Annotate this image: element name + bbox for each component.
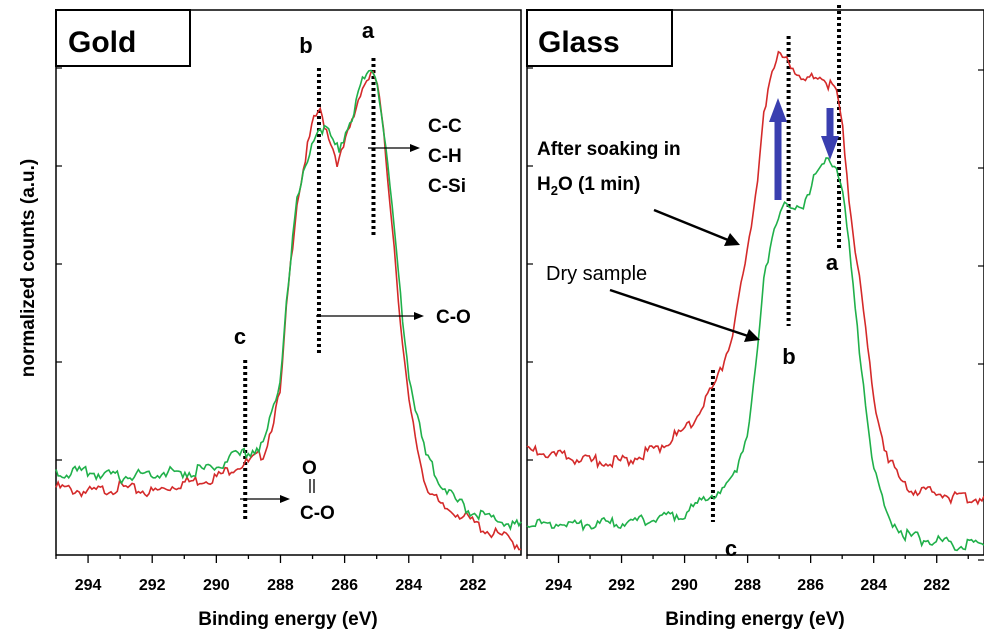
label-subscript-2: 2 bbox=[551, 183, 558, 198]
peak-label-a: a bbox=[362, 18, 375, 43]
green-spectrum-line bbox=[526, 157, 984, 552]
x-tick-label: 284 bbox=[395, 577, 422, 594]
x-tick-label: 282 bbox=[460, 577, 487, 594]
x-tick-label: 294 bbox=[75, 577, 102, 594]
x-tick-label: 294 bbox=[545, 577, 572, 594]
x-tick-label: 292 bbox=[608, 577, 635, 594]
y-axis-label: normalized counts (a.u.) bbox=[18, 159, 39, 378]
peak-label-b: b bbox=[782, 344, 795, 369]
annotation-cc: C-C bbox=[428, 116, 462, 137]
arrow-after-soak bbox=[653, 208, 729, 242]
label-o-1min: O (1 min) bbox=[558, 174, 640, 195]
gold-panel: 294 292 290 288 286 284 282 Gold Binding energ… bbox=[55, 9, 522, 630]
red-spectrum-line bbox=[526, 50, 984, 506]
tick-marks bbox=[55, 555, 506, 563]
arrowhead-icon bbox=[744, 329, 760, 342]
label-h: H bbox=[537, 174, 551, 195]
panel-title-box bbox=[55, 9, 191, 67]
peak-label-b: b bbox=[299, 33, 312, 58]
annotation-ch: C-H bbox=[428, 146, 462, 167]
x-tick-label: 290 bbox=[671, 577, 698, 594]
peak-label-c: c bbox=[234, 324, 246, 349]
plot-frame bbox=[526, 9, 984, 556]
annotation-o: O bbox=[302, 458, 317, 479]
annotation-csi: C-Si bbox=[428, 176, 466, 197]
arrowhead-icon bbox=[280, 495, 290, 503]
arrowhead-icon bbox=[414, 312, 424, 320]
y-tick-marks bbox=[56, 67, 62, 461]
panel-title: Gold bbox=[68, 26, 136, 59]
annotation-co: C-O bbox=[436, 307, 471, 328]
arrow-down-icon bbox=[821, 136, 839, 160]
x-tick-label: 282 bbox=[923, 577, 950, 594]
x-axis-label: Binding energy (eV) bbox=[665, 609, 844, 630]
x-tick-label: 288 bbox=[734, 577, 761, 594]
annotation-c-o: C-O bbox=[300, 503, 335, 524]
x-tick-label: 286 bbox=[331, 577, 358, 594]
spectra bbox=[55, 69, 522, 551]
glass-panel: 294 292 290 288 286 284 282 Glass Binding ener… bbox=[526, 5, 984, 630]
arrowhead-icon bbox=[724, 233, 740, 246]
peak-lines bbox=[243, 58, 376, 522]
spectra bbox=[526, 50, 984, 552]
x-tick-label: 290 bbox=[203, 577, 230, 594]
label-h2o: H2O (1 min) bbox=[537, 174, 640, 198]
label-after-soaking: After soaking in bbox=[537, 139, 681, 160]
tick-marks bbox=[526, 555, 969, 563]
x-tick-label: 286 bbox=[797, 577, 824, 594]
label-dry-sample: Dry sample bbox=[546, 263, 647, 285]
arrow-dry bbox=[609, 288, 749, 338]
tick-labels: 294 292 290 288 286 284 282 bbox=[545, 577, 950, 594]
green-spectrum-line bbox=[55, 69, 522, 532]
plot-frame bbox=[55, 9, 522, 556]
x-axis-label: Binding energy (eV) bbox=[198, 609, 377, 630]
tick-labels: 294 292 290 288 286 284 282 bbox=[75, 577, 487, 594]
panel-title-box bbox=[526, 9, 673, 67]
peak-label-c: c bbox=[725, 536, 737, 561]
x-tick-label: 292 bbox=[139, 577, 166, 594]
arrow-up-icon bbox=[769, 98, 787, 122]
y-tick-marks bbox=[527, 67, 984, 561]
arrowhead-icon bbox=[410, 144, 420, 152]
x-tick-label: 288 bbox=[267, 577, 294, 594]
x-tick-label: 284 bbox=[860, 577, 887, 594]
panel-title: Glass bbox=[538, 26, 620, 59]
peak-label-a: a bbox=[826, 250, 839, 275]
peak-lines bbox=[710, 5, 842, 522]
